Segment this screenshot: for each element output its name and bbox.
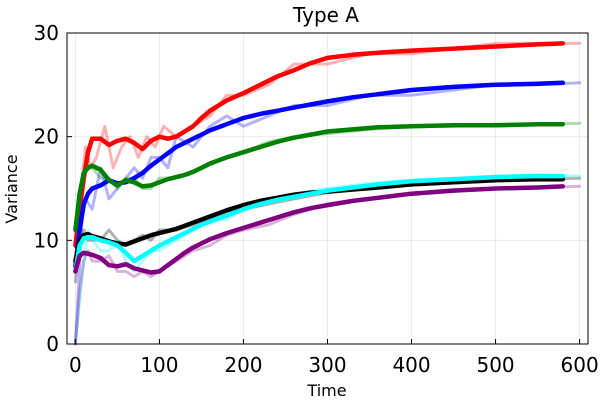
series-2-smoothed-line	[73, 80, 566, 269]
chart-title: Type A	[292, 3, 359, 27]
series-5-smoothed-line	[73, 173, 566, 274]
x-tick-label: 400	[392, 353, 430, 377]
x-tick-label: 500	[476, 353, 514, 377]
smooth-series-group	[73, 41, 566, 275]
y-tick-label: 0	[46, 332, 59, 356]
x-tick-label: 600	[561, 353, 599, 377]
y-axis: 0 10 20 30	[34, 21, 72, 356]
series-3-smoothed-line	[73, 121, 566, 233]
x-axis-label: Time	[306, 381, 346, 400]
y-tick-label: 10	[34, 228, 59, 252]
series-6-smoothed-line	[73, 184, 566, 275]
x-tick-label: 200	[224, 353, 262, 377]
x-tick-label: 100	[140, 353, 178, 377]
y-tick-label: 30	[34, 21, 59, 45]
y-tick-label: 20	[34, 125, 59, 149]
x-axis: 0 100 200 300 400 500 600	[69, 339, 599, 377]
x-tick-label: 300	[308, 353, 346, 377]
y-axis-label: Variance	[2, 154, 21, 223]
series-1-smoothed-line	[73, 41, 566, 248]
x-tick-label: 0	[69, 353, 82, 377]
